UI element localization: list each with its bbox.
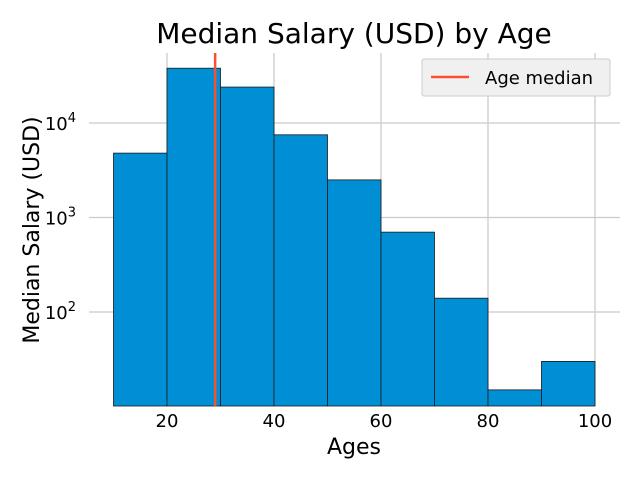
legend-box (421, 58, 611, 97)
x-tick-label-100: 100 (578, 411, 612, 432)
bar-40-50 (273, 134, 328, 407)
y-tick-label-10000: 104 (45, 111, 76, 135)
x-tick-label-60: 60 (370, 411, 393, 432)
bar-20-30 (166, 67, 221, 407)
chart-title: Median Salary (USD) by Age (156, 17, 552, 50)
legend-label-age-median: Age median (485, 68, 593, 89)
legend: Age median (421, 58, 611, 97)
bar-10-20 (113, 152, 168, 407)
bar-30-40 (220, 86, 275, 407)
y-tick-label-1000: 103 (45, 206, 76, 230)
y-axis-label: Median Salary (USD) (20, 116, 45, 343)
bar-90-100 (541, 361, 596, 407)
x-axis-label: Ages (327, 435, 381, 460)
bar-60-70 (380, 231, 435, 407)
tick-labels: 20 40 60 80 100 102 103 104 (45, 111, 612, 432)
bar-50-60 (327, 179, 382, 407)
bar-70-80 (434, 297, 489, 407)
y-tick-label-100: 102 (45, 300, 76, 324)
x-tick-label-40: 40 (263, 411, 286, 432)
x-tick-label-80: 80 (477, 411, 500, 432)
x-tick-label-20: 20 (156, 411, 179, 432)
bars (113, 67, 596, 407)
bar-80-90 (487, 389, 542, 407)
